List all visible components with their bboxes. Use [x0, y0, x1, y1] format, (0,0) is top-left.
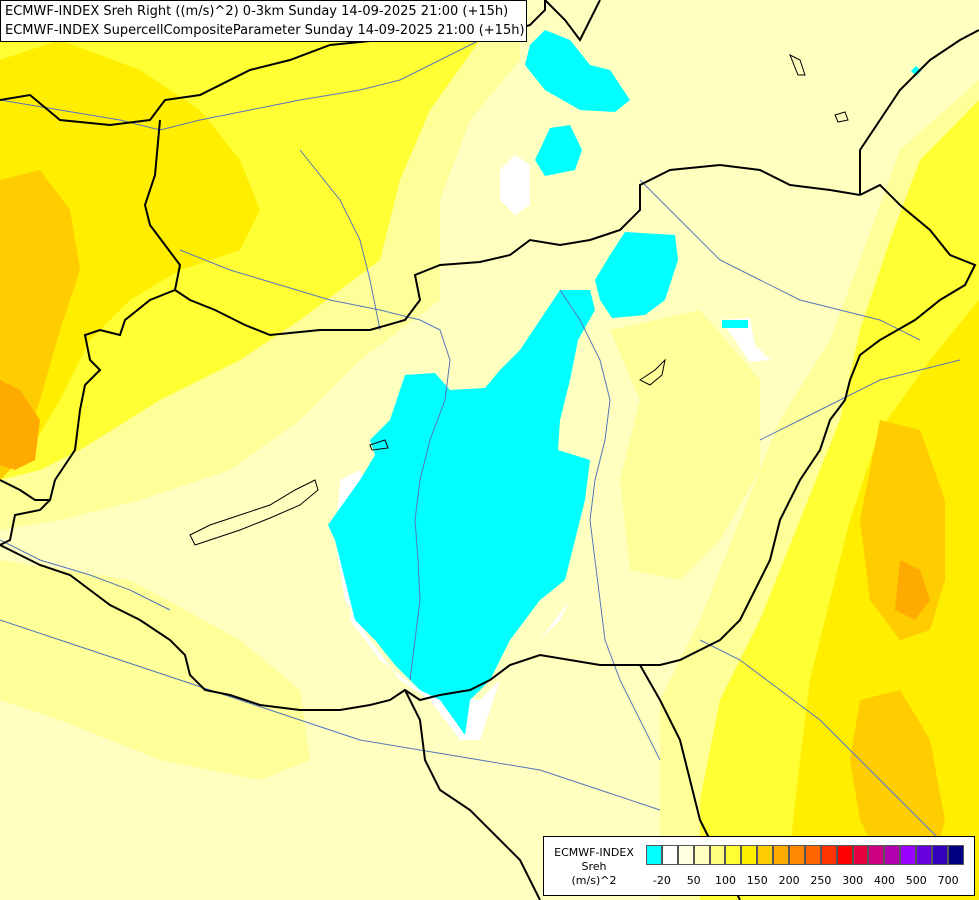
- rivers: [0, 29, 961, 841]
- lake-small-1: [369, 439, 389, 451]
- river-3: [559, 289, 661, 761]
- legend-swatch: [789, 845, 805, 865]
- lake-small-4: [639, 358, 666, 386]
- title-line-1: ECMWF-INDEX Sreh Right ((m/s)^2) 0-3km S…: [5, 4, 509, 19]
- border-slovak-ukraine: [640, 183, 977, 666]
- border-south: [0, 544, 640, 711]
- border-slovenia: [0, 479, 50, 501]
- river-4: [639, 179, 921, 341]
- legend-model-label: ECMWF-INDEX: [554, 846, 634, 859]
- legend-swatch: [646, 845, 662, 865]
- legend-tick-label: 50: [686, 874, 701, 887]
- lake-small-2: [789, 53, 806, 76]
- legend-swatch: [868, 845, 885, 865]
- field-zone-pale-center: [610, 310, 760, 580]
- legend-swatch: [661, 845, 678, 865]
- legend-labels: ECMWF-INDEX Sreh (m/s)^2: [546, 846, 642, 888]
- border-austria-hungary: [0, 289, 176, 546]
- legend-tick-label: 100: [715, 874, 736, 887]
- legend-swatch: [693, 845, 710, 865]
- field-zone-cyan-north-1: [525, 30, 630, 112]
- legend-tick-label: 400: [874, 874, 895, 887]
- legend-swatch: [932, 845, 948, 865]
- legend-swatch: [916, 845, 933, 865]
- lakes: [189, 53, 849, 546]
- legend-swatch: [804, 845, 821, 865]
- river-8: [0, 539, 171, 611]
- legend-swatch: [900, 845, 917, 865]
- legend-swatch: [820, 845, 837, 865]
- legend-ticks: -20 50 100 150 200 250 300 400 500 700: [646, 874, 971, 888]
- legend-param-label: Sreh: [581, 860, 607, 873]
- legend-tick-label: 200: [778, 874, 800, 887]
- river-6: [299, 149, 381, 331]
- field-zone-pale-southwest: [0, 560, 310, 780]
- field-zone-cyan-east: [722, 320, 748, 328]
- legend-swatch: [741, 845, 758, 865]
- legend-tick-label: 250: [810, 874, 832, 887]
- legend-tick-label: 700: [937, 874, 959, 887]
- legend-swatches: [646, 845, 964, 865]
- legend-swatch: [884, 845, 901, 865]
- legend-swatch: [709, 845, 726, 865]
- field-zone-cyan-north-2: [535, 125, 582, 176]
- field-zone-amber-east-2: [850, 690, 945, 880]
- color-legend: ECMWF-INDEX Sreh (m/s)^2 -20 50 100 150 200 2…: [543, 836, 975, 896]
- lake-small-3: [834, 111, 849, 123]
- river-2: [179, 249, 451, 681]
- field-zone-gold-west: [0, 40, 260, 470]
- river-9: [699, 639, 941, 841]
- legend-swatch: [757, 845, 774, 865]
- field-zone-white-north: [500, 155, 530, 215]
- legend-swatch: [836, 845, 853, 865]
- border-czech-slovak: [143, 119, 861, 337]
- legend-swatch: [852, 845, 869, 865]
- legend-tick-label: 150: [746, 874, 768, 887]
- title-line-2: ECMWF-INDEX SupercellCompositeParameter …: [5, 23, 525, 38]
- field-zone-orange-east: [895, 560, 930, 620]
- river-7: [759, 359, 961, 441]
- legend-swatch: [677, 845, 694, 865]
- field-zone-white-east: [720, 318, 770, 362]
- field-zone-orange-west: [0, 380, 40, 470]
- border-east-top: [859, 29, 979, 195]
- border-poland: [544, 0, 601, 42]
- river-5: [0, 619, 661, 811]
- legend-tick-label: 500: [905, 874, 927, 887]
- legend-unit-label: (m/s)^2: [571, 874, 617, 887]
- river-1: [0, 29, 521, 131]
- border-serbia: [404, 689, 541, 900]
- field-zone-cyan-main: [328, 290, 595, 735]
- legend-swatch: [773, 845, 790, 865]
- field-zone-cyan-northeast-dot: [911, 66, 921, 76]
- legend-tick-label: -20: [652, 874, 671, 887]
- lake-balaton: [189, 479, 319, 546]
- legend-swatch: [947, 845, 964, 865]
- field-zone-cyan-northeast: [595, 232, 678, 318]
- map-title: ECMWF-INDEX Sreh Right ((m/s)^2) 0-3km S…: [0, 0, 527, 42]
- legend-tick-label: 300: [842, 874, 864, 887]
- legend-swatch: [725, 845, 742, 865]
